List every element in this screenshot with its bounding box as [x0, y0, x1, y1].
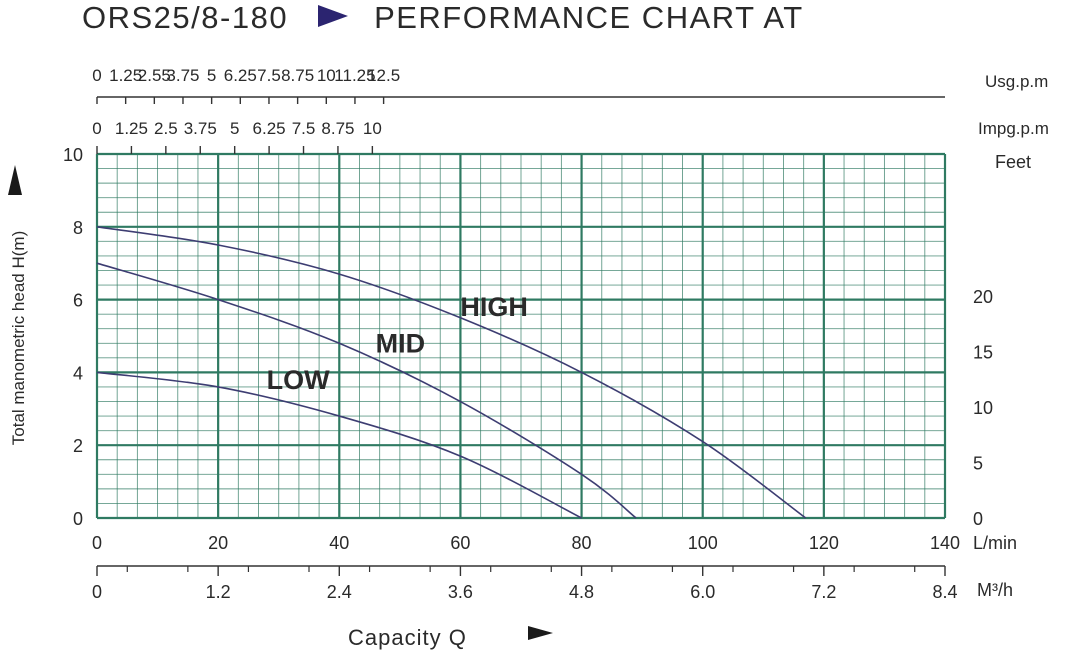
m3h-tick-label: 2.4 — [327, 582, 352, 602]
curve-high — [96, 226, 807, 519]
feet-axis-unit: Feet — [995, 152, 1031, 172]
x-tick-label: 120 — [809, 533, 839, 553]
x-tick-label: 0 — [92, 533, 102, 553]
y-tick-label: 0 — [73, 509, 83, 529]
m3h-axis-unit: M³/h — [977, 580, 1013, 600]
curve-low — [96, 371, 582, 519]
y-tick-label: 6 — [73, 291, 83, 311]
title-text: PERFORMANCE CHART AT — [374, 0, 804, 35]
usg-tick-label: 10 — [317, 66, 336, 85]
y-tick-label: 4 — [73, 363, 83, 383]
x-tick-label: 60 — [450, 533, 470, 553]
feet-tick-label: 5 — [973, 454, 983, 474]
usg-tick-label: 12.5 — [367, 66, 400, 85]
impg-tick-label: 6.25 — [253, 119, 286, 138]
usg-tick-label: 3.75 — [166, 66, 199, 85]
impg-tick-label: 2.5 — [154, 119, 178, 138]
x-tick-label: 40 — [329, 533, 349, 553]
series-label-mid: MID — [376, 328, 426, 358]
impg-tick-label: 7.5 — [292, 119, 316, 138]
impg-axis-unit: Impg.p.m — [978, 119, 1049, 138]
impg-tick-label: 1.25 — [115, 119, 148, 138]
series-label-low: LOW — [267, 365, 330, 395]
y-tick-label: 2 — [73, 436, 83, 456]
chart-title: ORS25/8-180 PERFORMANCE CHART AT — [82, 0, 804, 36]
model-name: ORS25/8-180 — [82, 0, 289, 35]
x-tick-label: 140 — [930, 533, 960, 553]
feet-tick-label: 15 — [973, 343, 993, 363]
m3h-tick-label: 0 — [92, 582, 102, 602]
y-axis-title: Total manometric head H(m) — [9, 231, 28, 445]
curve-mid — [96, 262, 637, 519]
x-tick-label: 100 — [688, 533, 718, 553]
x-tick-label: 20 — [208, 533, 228, 553]
impg-tick-label: 0 — [92, 119, 101, 138]
usg-tick-label: 0 — [92, 66, 101, 85]
x-axis-title: Capacity Q — [348, 625, 467, 650]
feet-tick-label: 10 — [973, 398, 993, 418]
x-tick-label: 80 — [572, 533, 592, 553]
impg-tick-label: 5 — [230, 119, 239, 138]
series-label-high: HIGH — [460, 292, 528, 322]
y-axis-arrow-icon — [8, 165, 22, 195]
usg-tick-label: 1.25 — [109, 66, 142, 85]
usg-tick-label: 2.55 — [138, 66, 171, 85]
usg-tick-label: 6.25 — [224, 66, 257, 85]
m3h-tick-label: 7.2 — [811, 582, 836, 602]
feet-tick-label: 20 — [973, 287, 993, 307]
usg-axis-unit: Usg.p.m — [985, 72, 1048, 91]
y-tick-label: 10 — [63, 145, 83, 165]
m3h-tick-label: 6.0 — [690, 582, 715, 602]
usg-tick-label: 8.75 — [281, 66, 314, 85]
x-axis-unit: L/min — [973, 533, 1017, 553]
impg-tick-label: 10 — [363, 119, 382, 138]
feet-tick-label: 0 — [973, 509, 983, 529]
usg-tick-label: 5 — [207, 66, 216, 85]
m3h-tick-label: 4.8 — [569, 582, 594, 602]
m3h-tick-label: 3.6 — [448, 582, 473, 602]
grid — [95, 152, 947, 520]
x-axis-arrow-icon — [528, 626, 553, 640]
m3h-tick-label: 8.4 — [932, 582, 957, 602]
usg-tick-label: 11.25 — [334, 66, 375, 85]
impg-tick-label: 3.75 — [184, 119, 217, 138]
play-arrow-icon — [318, 5, 349, 27]
m3h-tick-label: 1.2 — [206, 582, 231, 602]
impg-tick-label: 8.75 — [321, 119, 354, 138]
y-tick-label: 8 — [73, 218, 83, 238]
usg-tick-label: 7.5 — [257, 66, 281, 85]
